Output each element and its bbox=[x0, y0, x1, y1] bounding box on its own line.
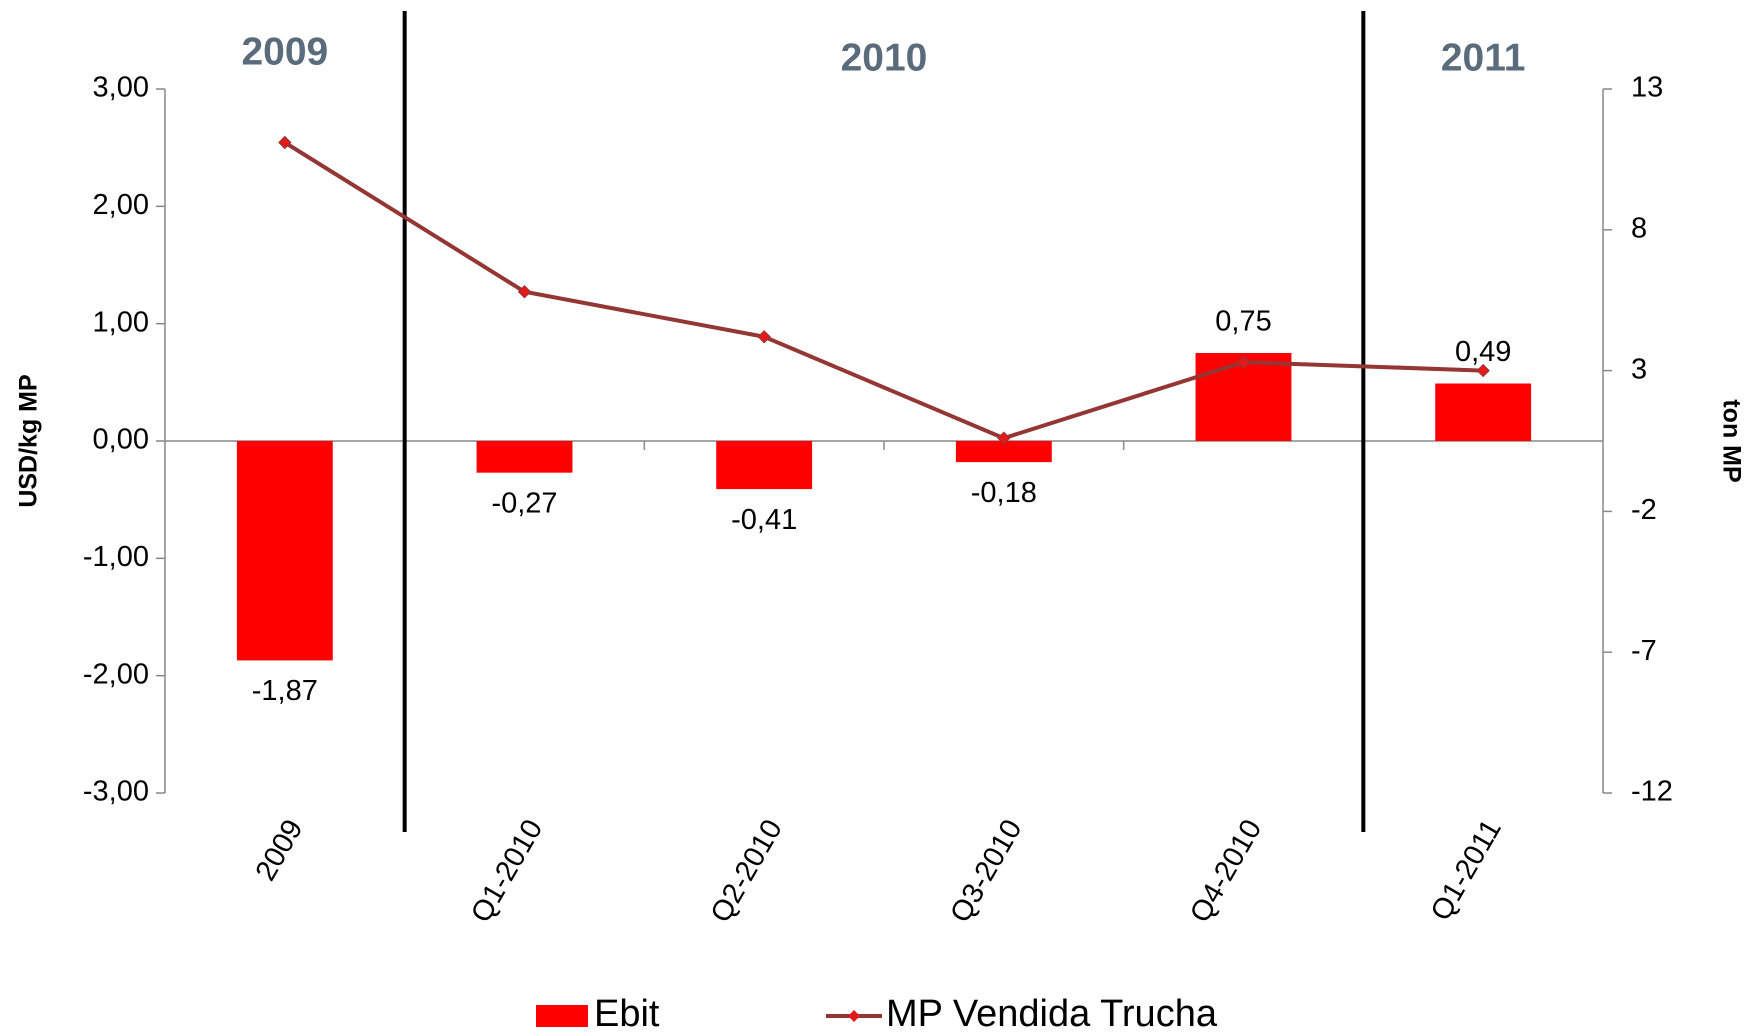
y-tick-label: -1,00 bbox=[83, 541, 149, 573]
legend-label: MP Vendida Trucha bbox=[886, 993, 1218, 1035]
y2-tick-label: -2 bbox=[1631, 494, 1657, 526]
x-tick-label: Q3-2010 bbox=[944, 814, 1028, 928]
data-label: 0,49 bbox=[1455, 336, 1511, 368]
bar bbox=[236, 441, 333, 661]
x-tick-label: Q4-2010 bbox=[1184, 814, 1268, 928]
y2-tick-label: 13 bbox=[1631, 72, 1663, 104]
data-label: -0,41 bbox=[731, 504, 797, 536]
data-label: 0,75 bbox=[1215, 306, 1271, 338]
y-tick-label: 2,00 bbox=[93, 189, 149, 221]
legend-label: Ebit bbox=[594, 993, 660, 1035]
y-tick-label: -3,00 bbox=[83, 776, 149, 808]
bar bbox=[716, 441, 813, 490]
x-tick-label: Q2-2010 bbox=[705, 814, 789, 928]
period-label: 2010 bbox=[841, 36, 928, 79]
y-tick-label: 3,00 bbox=[93, 72, 149, 104]
y-tick-label: 1,00 bbox=[93, 306, 149, 338]
y-axis-title: USD/kg MP bbox=[15, 374, 43, 507]
data-label: -0,18 bbox=[971, 477, 1037, 509]
period-label: 2011 bbox=[1441, 36, 1526, 79]
line-marker bbox=[517, 285, 532, 299]
bar bbox=[476, 441, 573, 473]
line bbox=[283, 140, 1484, 441]
y-tick-label: -2,00 bbox=[83, 658, 149, 690]
y2-tick-label: 8 bbox=[1631, 212, 1647, 244]
line-marker bbox=[997, 431, 1011, 445]
y-tick-label: 0,00 bbox=[93, 424, 149, 456]
bar bbox=[1435, 383, 1532, 441]
x-tick-label: 2009 bbox=[250, 814, 310, 886]
line-marker bbox=[1236, 355, 1251, 369]
y2-tick-label: -7 bbox=[1631, 635, 1657, 667]
y2-tick-label: 3 bbox=[1631, 353, 1647, 385]
data-label: -1,87 bbox=[252, 675, 318, 707]
period-label: 2009 bbox=[241, 30, 328, 73]
y2-axis-title: ton MP bbox=[1717, 399, 1745, 482]
legend-marker bbox=[848, 1010, 860, 1022]
data-label: -0,27 bbox=[491, 487, 557, 519]
line-marker bbox=[757, 330, 771, 344]
line-marker bbox=[278, 135, 292, 150]
line-marker bbox=[1476, 363, 1490, 378]
bar bbox=[955, 441, 1052, 463]
legend-swatch bbox=[536, 1005, 588, 1027]
y2-tick-label: -12 bbox=[1631, 776, 1673, 808]
x-tick-label: Q1-2010 bbox=[465, 814, 549, 928]
x-tick-label: Q1-2011 bbox=[1425, 814, 1508, 926]
